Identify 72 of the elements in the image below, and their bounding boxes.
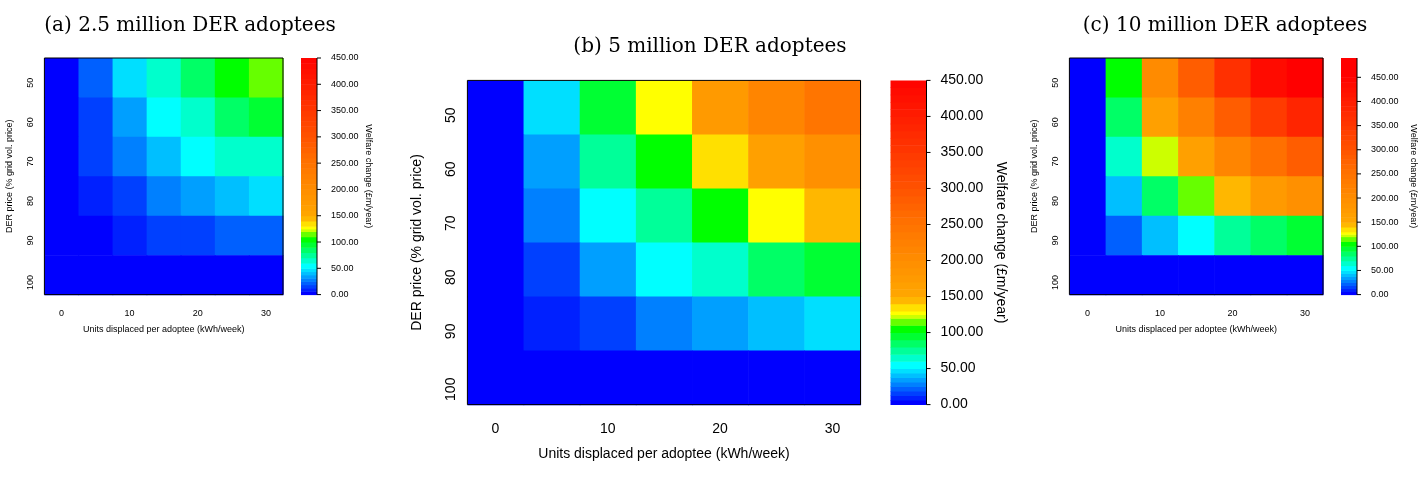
chart-title: (b) 5 million DER adoptees: [573, 32, 847, 57]
y-tick-label: 80: [25, 196, 36, 207]
x-tick-label: 0: [1085, 307, 1091, 318]
color-bar-label: 0.00: [940, 395, 968, 412]
y-axis-title: DER price (% grid vol. price): [408, 154, 425, 331]
color-bar-label: 250.00: [1371, 168, 1399, 179]
x-tick-label: 20: [712, 420, 729, 437]
color-bar-label: 250.00: [940, 215, 984, 232]
x-tick-label: 30: [824, 420, 841, 437]
y-tick-label: 60: [441, 161, 458, 178]
chart-title: (a) 2.5 million DER adoptees: [44, 12, 336, 37]
color-bar-label: 0.00: [331, 289, 349, 300]
x-tick-label: 30: [1299, 307, 1310, 318]
color-bar-label: 150.00: [331, 210, 359, 221]
x-tick-label: 10: [600, 420, 616, 437]
y-tick-label: 80: [441, 269, 458, 286]
x-tick-label: 10: [124, 307, 135, 318]
y-tick-label: 60: [25, 117, 36, 128]
color-bar-label: 300.00: [940, 179, 984, 196]
y-tick-label: 50: [441, 107, 458, 123]
color-bar-label: 350.00: [331, 105, 359, 116]
color-bar-label: 350.00: [940, 143, 984, 160]
color-bar-title: Welfare change (£m/year): [1409, 124, 1420, 229]
color-bar-label: 200.00: [1371, 192, 1399, 203]
y-axis-title: DER price (% grid vol. price): [3, 119, 14, 234]
y-tick-label: 90: [25, 235, 36, 246]
y-tick-label: 100: [1050, 274, 1061, 290]
x-tick-label: 20: [1227, 307, 1238, 318]
x-tick-label: 10: [1154, 307, 1165, 318]
x-tick-label: 0: [491, 420, 500, 437]
color-bar-label: 50.00: [331, 262, 354, 273]
color-bar-label: 300.00: [1371, 144, 1399, 155]
color-bar-label: 400.00: [1371, 95, 1399, 106]
y-axis-title: DER price (% grid vol. price): [1028, 119, 1039, 234]
y-tick-label: 80: [1050, 196, 1061, 207]
y-tick-label: 90: [441, 323, 458, 340]
y-tick-label: 50: [25, 77, 36, 88]
color-bar-label: 200.00: [331, 183, 359, 194]
color-bar-label: 50.00: [940, 359, 976, 376]
color-bar-label: 450.00: [940, 71, 984, 88]
x-tick-label: 30: [260, 307, 271, 318]
color-bar-title: Welfare change (£m/year): [364, 124, 375, 229]
color-bar-label: 100.00: [940, 323, 984, 340]
y-tick-label: 70: [441, 215, 458, 232]
color-bar-label: 350.00: [1371, 120, 1399, 131]
color-bar-label: 250.00: [331, 157, 359, 168]
color-bar-label: 100.00: [331, 236, 359, 247]
x-axis-title: Units displaced per adoptee (kWh/week): [1115, 324, 1277, 335]
y-tick-label: 100: [25, 274, 36, 290]
y-tick-label: 50: [1050, 77, 1061, 88]
chart-title: (c) 10 million DER adoptees: [1082, 12, 1368, 37]
color-bar-label: 200.00: [940, 251, 984, 268]
x-axis-title: Units displaced per adoptee (kWh/week): [82, 324, 245, 335]
x-tick-label: 20: [192, 307, 203, 318]
y-tick-label: 70: [25, 156, 36, 167]
color-bar-label: 450.00: [331, 52, 359, 63]
color-bar-title: Welfare change (£m/year): [993, 161, 1010, 324]
y-tick-label: 90: [1050, 235, 1061, 246]
color-bar-label: 0.00: [1371, 289, 1389, 300]
color-bar-label: 100.00: [1371, 240, 1399, 251]
x-tick-label: 0: [58, 307, 64, 318]
color-bar-label: 450.00: [1371, 71, 1399, 82]
color-bar-label: 150.00: [940, 287, 984, 304]
x-axis-title: Units displaced per adoptee (kWh/week): [538, 445, 790, 462]
color-bar-label: 300.00: [331, 131, 359, 142]
y-tick-label: 100: [441, 377, 458, 401]
color-bar-label: 400.00: [940, 107, 984, 124]
color-bar-label: 150.00: [1371, 216, 1399, 227]
color-bar-label: 50.00: [1371, 264, 1394, 275]
color-bar-label: 400.00: [331, 78, 359, 89]
y-tick-label: 60: [1050, 117, 1061, 128]
y-tick-label: 70: [1050, 156, 1061, 167]
